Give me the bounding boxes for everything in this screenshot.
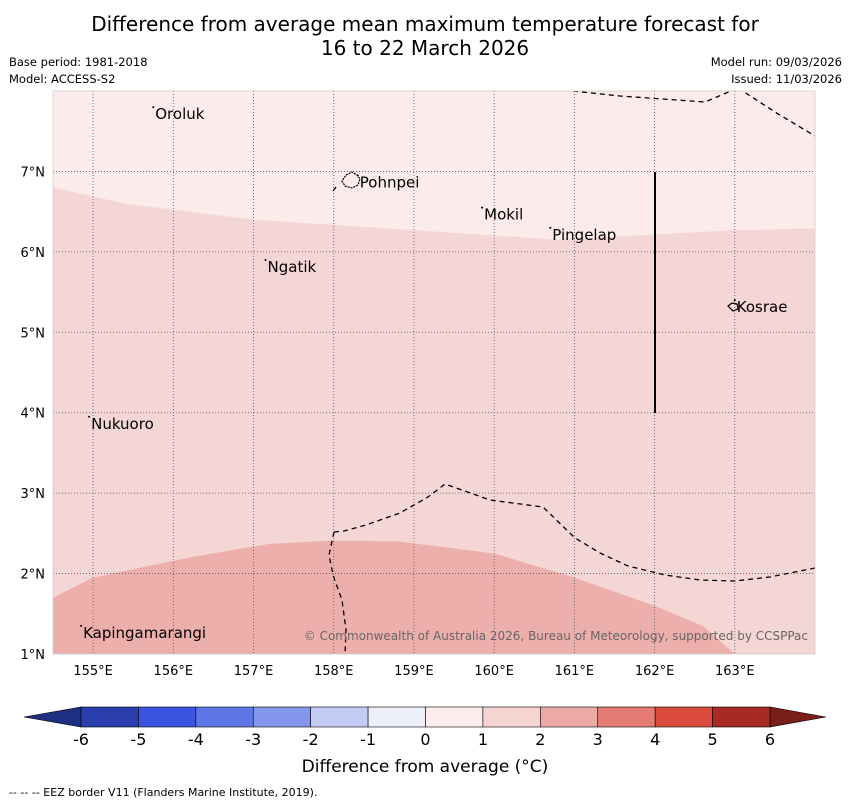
place-oroluk: Oroluk xyxy=(152,105,205,123)
lon-tick-label: 159°E xyxy=(394,664,434,679)
lon-tick-label: 158°E xyxy=(314,664,354,679)
place-label: Mokil xyxy=(484,206,523,224)
issued-date: Issued: 11/03/2026 xyxy=(731,72,842,86)
colorbar-segment xyxy=(597,706,656,728)
title-line-1: Difference from average mean maximum tem… xyxy=(91,12,759,36)
colorbar-tick: -6 xyxy=(73,730,89,749)
place-kapingamarangi: Kapingamarangi xyxy=(80,624,206,642)
place-pohnpei: Pohnpei xyxy=(356,173,420,191)
colorbar-tick: -2 xyxy=(302,730,319,749)
lat-tick-label: 3°N xyxy=(21,487,46,502)
colorbar-segment xyxy=(540,706,599,728)
meta-right: Model run: 09/03/2026 Issued: 11/03/2026 xyxy=(711,54,842,88)
kosrae-island-outline xyxy=(727,302,739,312)
colorbar-tick: 2 xyxy=(535,730,546,749)
title-line-2: 16 to 22 March 2026 xyxy=(320,36,530,60)
colorbar-segment xyxy=(310,706,369,728)
lon-tick-label: 156°E xyxy=(154,664,194,679)
anomaly-zone-2-3 xyxy=(53,540,735,654)
colorbar-tick: -5 xyxy=(130,730,147,749)
place-kosrae: Kosrae xyxy=(733,298,788,316)
eez-border xyxy=(328,91,815,654)
chart-title: Difference from average mean maximum tem… xyxy=(0,12,850,60)
place-marker xyxy=(264,258,267,261)
place-label: Pohnpei xyxy=(360,173,420,191)
place-label: Oroluk xyxy=(155,105,204,123)
islands xyxy=(341,171,739,312)
colorbar-over-arrow xyxy=(769,706,827,728)
place-label: Pingelap xyxy=(552,226,616,244)
place-marker xyxy=(88,415,91,418)
eez-footnote: -- -- -- EEZ border V11 (Flanders Marine… xyxy=(9,786,318,799)
lat-tick-label: 2°N xyxy=(21,568,46,583)
lon-tick-label: 157°E xyxy=(234,664,274,679)
place-label: Ngatik xyxy=(268,258,317,276)
lat-tick-label: 5°N xyxy=(21,326,46,341)
meta-left: Base period: 1981-2018 Model: ACCESS-S2 xyxy=(9,54,148,88)
place-labels: Oroluk Pohnpei Mokil Pingelap Ngatik Kosrae Nu… xyxy=(80,105,787,642)
map-frame xyxy=(52,90,816,655)
colorbar-segment xyxy=(654,706,713,728)
lon-tick-label: 155°E xyxy=(73,664,113,679)
place-marker xyxy=(356,174,359,177)
colorbar-tick: 3 xyxy=(592,730,603,749)
lon-tick-label: 160°E xyxy=(474,664,514,679)
place-nukuoro: Nukuoro xyxy=(88,415,154,433)
colorbar-segment xyxy=(252,706,311,728)
lon-tick-label: 162°E xyxy=(635,664,675,679)
colorbar-segment xyxy=(80,706,139,728)
place-marker xyxy=(152,106,155,109)
colorbar-segment xyxy=(138,706,197,728)
place-marker xyxy=(481,206,484,209)
colorbar-segment xyxy=(712,706,771,728)
colorbar-segment xyxy=(367,706,426,728)
colorbar-segment xyxy=(195,706,254,728)
colorbar-under-arrow xyxy=(23,706,82,728)
place-mokil: Mokil xyxy=(481,206,523,224)
lon-tick-label: 163°E xyxy=(715,664,755,679)
lat-tick-label: 1°N xyxy=(21,648,46,663)
place-label: Kosrae xyxy=(737,298,788,316)
place-label: Nukuoro xyxy=(91,415,154,433)
colorbar-tick: 4 xyxy=(650,730,661,749)
colorbar-tick: -3 xyxy=(245,730,262,749)
colorbar-tick: -4 xyxy=(187,730,204,749)
place-marker xyxy=(549,226,552,229)
axis-ticks: 155°E 156°E 157°E 158°E 159°E 160°E 161°E 162°E… xyxy=(21,165,755,679)
place-marker xyxy=(80,624,83,627)
base-period: Base period: 1981-2018 xyxy=(9,55,148,69)
lat-tick-label: 7°N xyxy=(21,165,46,180)
place-label: Kapingamarangi xyxy=(83,624,206,642)
colorbar-segment xyxy=(425,706,484,728)
colorbar-segment xyxy=(482,706,541,728)
colorbar-tick: 0 xyxy=(420,730,431,749)
model-run: Model run: 09/03/2026 xyxy=(710,55,842,69)
model-name: Model: ACCESS-S2 xyxy=(9,72,116,86)
colorbar-title: Difference from average (°C) xyxy=(301,757,549,777)
lat-tick-label: 6°N xyxy=(21,246,46,261)
copyright-note: © Commonwealth of Australia 2026, Bureau… xyxy=(304,629,808,643)
colorbar-tick: 6 xyxy=(764,730,776,749)
colorbar-tick: 1 xyxy=(477,730,488,749)
place-ngatik: Ngatik xyxy=(264,258,317,276)
colorbar xyxy=(23,706,827,728)
anomaly-zone-0-1 xyxy=(53,91,815,240)
colorbar-tick: 5 xyxy=(707,730,718,749)
colorbar-tick: -1 xyxy=(360,730,377,749)
lat-tick-label: 4°N xyxy=(21,407,46,422)
place-pingelap: Pingelap xyxy=(549,226,616,244)
lon-tick-label: 161°E xyxy=(555,664,595,679)
place-marker xyxy=(733,299,736,302)
